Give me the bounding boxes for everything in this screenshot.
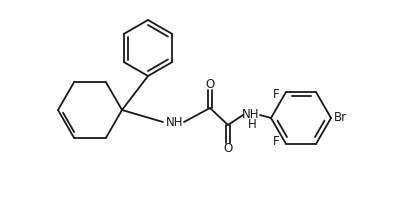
Text: F: F <box>273 88 280 101</box>
Text: O: O <box>223 142 233 155</box>
Text: O: O <box>205 78 215 91</box>
Text: NH: NH <box>166 115 184 128</box>
Text: Br: Br <box>334 111 347 125</box>
Text: NH: NH <box>242 108 260 121</box>
Text: H: H <box>247 118 256 131</box>
Text: F: F <box>273 135 280 148</box>
